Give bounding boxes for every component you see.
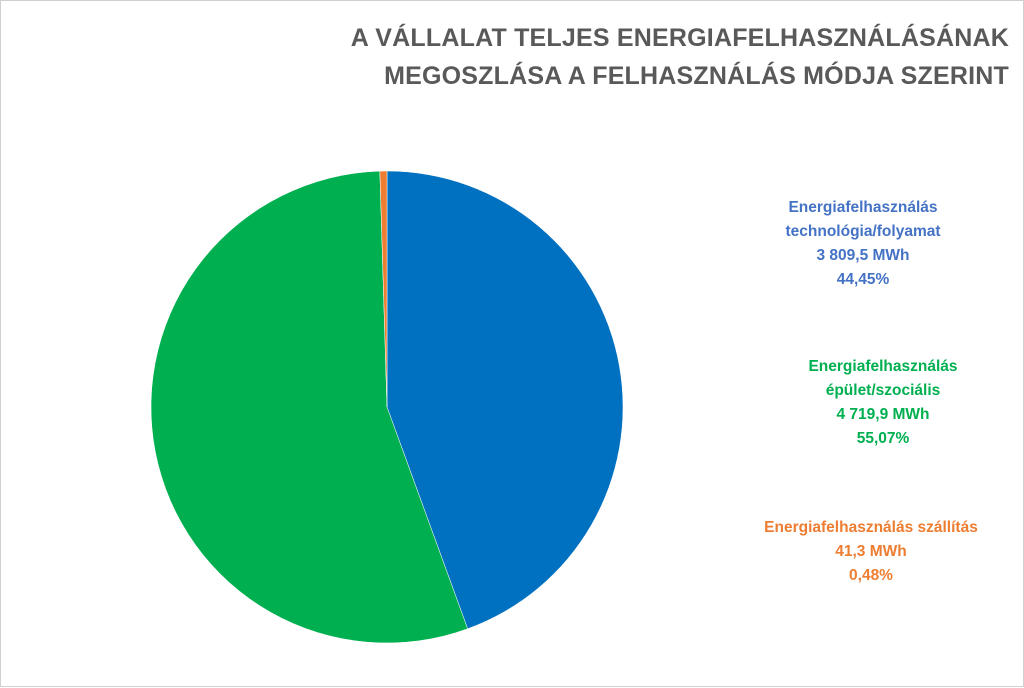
chart-title: A VÁLLALAT TELJES ENERGIAFELHASZNÁLÁSÁNA… <box>309 19 1009 95</box>
data-label-technologia-line-4: 44,45% <box>836 271 890 288</box>
data-label-technologia-line-3: 3 809,5 MWh <box>816 247 910 264</box>
data-label-technologia: Energiafelhasználás technológia/folyamat… <box>713 196 1013 292</box>
data-label-epulet: Energiafelhasználás épület/szociális 4 7… <box>733 355 1024 451</box>
data-label-epulet-line-1: Energiafelhasználás <box>808 358 958 375</box>
data-label-epulet-line-4: 55,07% <box>856 430 910 447</box>
data-label-epulet-line-2: épület/szociális <box>825 382 941 399</box>
pie-slice-technologia <box>386 170 624 630</box>
data-label-technologia-line-1: Energiafelhasználás <box>788 199 938 216</box>
data-label-epulet-line-3: 4 719,9 MWh <box>836 406 930 423</box>
data-label-szallitas: Energiafelhasználás szállítás 41,3 MWh 0… <box>721 516 1021 588</box>
data-label-szallitas-line-2: 41,3 MWh <box>835 543 907 560</box>
chart-title-line-1: A VÁLLALAT TELJES ENERGIAFELHASZNÁLÁSÁNA… <box>350 24 1009 52</box>
pie-slice-epulet <box>150 170 468 644</box>
data-label-szallitas-line-1: Energiafelhasználás szállítás <box>764 519 978 536</box>
data-label-szallitas-line-3: 0,48% <box>849 567 893 584</box>
chart-title-line-2: MEGOSZLÁSA A FELHASZNÁLÁS MÓDJA SZERINT <box>384 62 1009 90</box>
data-label-technologia-line-2: technológia/folyamat <box>785 223 941 240</box>
pie-slice-szallitas <box>379 170 388 408</box>
